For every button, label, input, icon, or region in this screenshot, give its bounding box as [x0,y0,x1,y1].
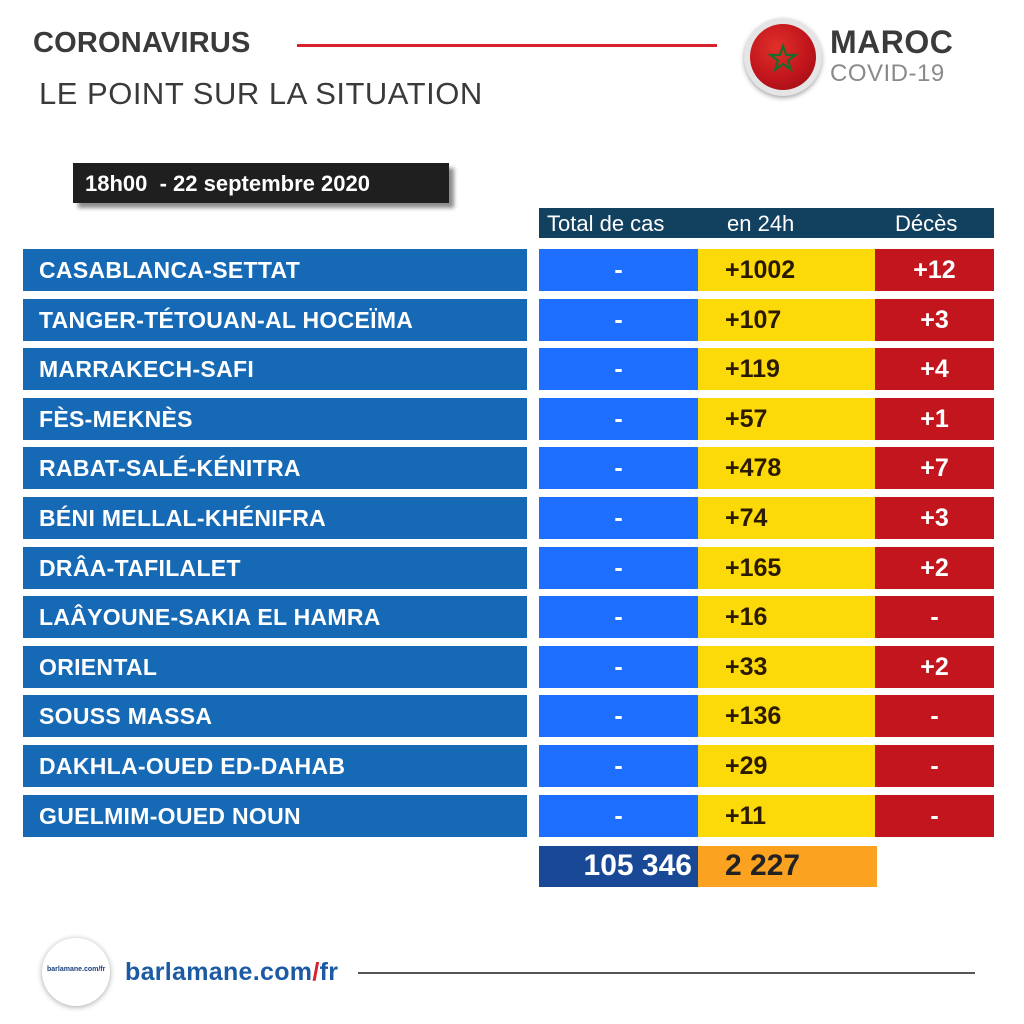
page-title: CORONAVIRUS [33,27,251,59]
cases-24h-cell: +1002 [698,249,875,291]
total-cases-cell: - [539,745,698,787]
region-name: DAKHLA-OUED ED-DAHAB [23,745,527,787]
deaths-cell: - [875,745,994,787]
region-name: FÈS-MEKNÈS [23,398,527,440]
deaths-cell: - [875,795,994,837]
region-name: GUELMIM-OUED NOUN [23,795,527,837]
date-badge: 18h00 - 22 septembre 2020 [73,163,449,203]
country-label: MAROC [830,24,954,60]
star-icon [767,42,799,73]
column-header: Total de cas en 24h Décès [539,208,994,238]
total-cases-sum: 105 346 [539,846,698,887]
footer-divider [358,972,975,974]
deaths-cell: +12 [875,249,994,291]
url-slash: / [312,958,320,986]
region-name: LAÂYOUNE-SAKIA EL HAMRA [23,596,527,638]
deaths-cell: +7 [875,447,994,489]
morocco-flag-icon [744,18,822,96]
deaths-cell: - [875,695,994,737]
region-name: TANGER-TÉTOUAN-AL HOCEÏMA [23,299,527,341]
total-cases-cell: - [539,348,698,390]
deaths-cell: +2 [875,646,994,688]
deaths-cell: - [875,596,994,638]
total-cases-cell: - [539,695,698,737]
logo-text: barlamane.com/fr [47,966,106,973]
site-url[interactable]: barlamane.com/fr [125,958,338,987]
total-cases-cell: - [539,398,698,440]
cases-24h-cell: +57 [698,398,875,440]
deaths-cell: +4 [875,348,994,390]
col-deaths-header: Décès [895,211,958,236]
region-name: CASABLANCA-SETTAT [23,249,527,291]
total-cases-cell: - [539,249,698,291]
total-cases-cell: - [539,646,698,688]
cases-24h-cell: +29 [698,745,875,787]
cases-24h-cell: +119 [698,348,875,390]
deaths-cell: +2 [875,547,994,589]
deaths-cell: +3 [875,299,994,341]
region-name: SOUSS MASSA [23,695,527,737]
url-lang: fr [319,958,339,986]
deaths-cell: +1 [875,398,994,440]
covid-label: COVID-19 [830,60,945,87]
cases-24h-cell: +33 [698,646,875,688]
cases-24h-cell: +11 [698,795,875,837]
total-cases-cell: - [539,547,698,589]
total-cases-cell: - [539,497,698,539]
total-cases-cell: - [539,447,698,489]
title-divider [297,44,717,47]
region-name: BÉNI MELLAL-KHÉNIFRA [23,497,527,539]
region-name: RABAT-SALÉ-KÉNITRA [23,447,527,489]
total-cases-cell: - [539,299,698,341]
barlamane-logo: barlamane.com/fr [42,938,110,1006]
cases-24h-cell: +16 [698,596,875,638]
total-24h-sum: 2 227 [698,846,877,887]
url-main: barlamane.com [125,958,313,986]
region-name: ORIENTAL [23,646,527,688]
deaths-cell: +3 [875,497,994,539]
region-name: DRÂA-TAFILALET [23,547,527,589]
col-24h-header: en 24h [727,211,795,236]
col-total-header: Total de cas [547,211,665,236]
region-name: MARRAKECH-SAFI [23,348,527,390]
total-cases-cell: - [539,795,698,837]
cases-24h-cell: +107 [698,299,875,341]
cases-24h-cell: +165 [698,547,875,589]
cases-24h-cell: +74 [698,497,875,539]
total-cases-cell: - [539,596,698,638]
page-subtitle: LE POINT SUR LA SITUATION [39,76,483,111]
cases-24h-cell: +478 [698,447,875,489]
cases-24h-cell: +136 [698,695,875,737]
